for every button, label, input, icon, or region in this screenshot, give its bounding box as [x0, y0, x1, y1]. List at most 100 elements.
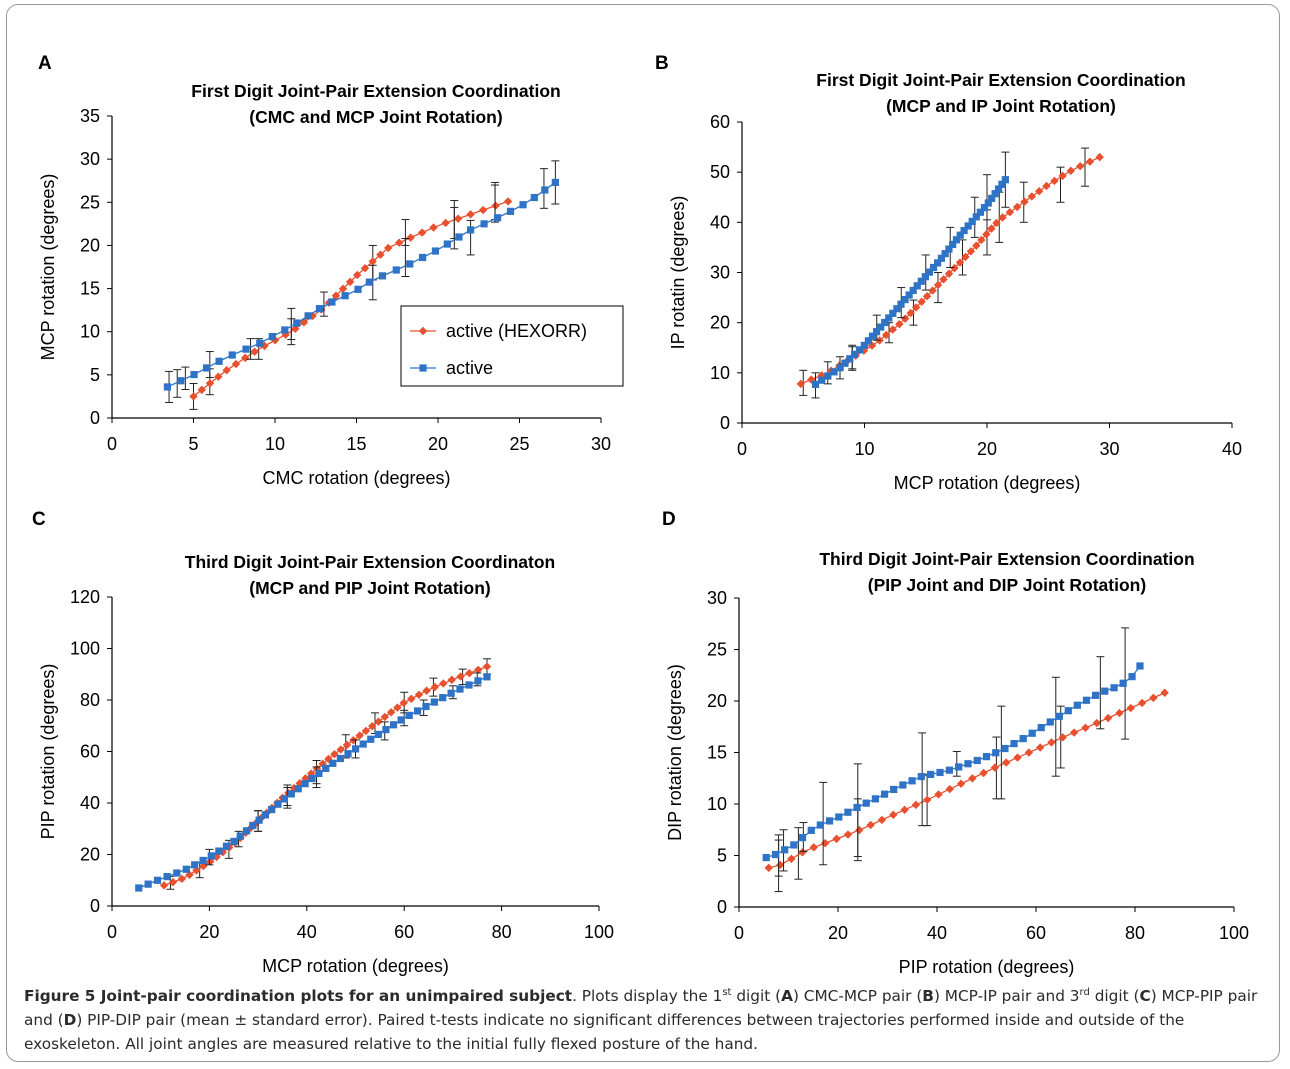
data-point	[908, 777, 916, 785]
data-point	[934, 790, 943, 799]
data-point	[818, 376, 826, 384]
x-tick-label: 25	[509, 434, 529, 454]
y-tick-label: 15	[80, 279, 100, 299]
data-point	[466, 210, 475, 219]
data-point	[871, 795, 880, 803]
data-point	[960, 226, 968, 235]
data-point	[841, 359, 849, 367]
data-point	[345, 277, 355, 287]
caption-panel-ref: B	[922, 987, 934, 1005]
data-point	[928, 286, 937, 295]
data-point	[455, 233, 463, 241]
data-point	[909, 286, 917, 295]
data-point	[1091, 691, 1100, 699]
data-point	[336, 754, 345, 763]
data-point	[771, 850, 780, 859]
legend: active (HEXORR) active	[400, 305, 624, 387]
data-point	[212, 852, 221, 862]
caption-sup: rd	[1079, 986, 1090, 998]
data-point	[466, 226, 475, 234]
data-point	[976, 208, 984, 216]
caption-text: digit (	[731, 987, 782, 1005]
panel-label: A	[38, 53, 52, 74]
data-point	[414, 690, 424, 699]
series-active-hexorr	[764, 688, 1169, 893]
data-point	[917, 772, 925, 781]
data-point	[242, 345, 250, 353]
data-point	[807, 826, 815, 834]
data-point	[308, 774, 316, 783]
y-tick-label: 80	[80, 690, 100, 710]
figure-canvas: A First Digit Joint-Pair Extension Coordi…	[32, 53, 1249, 977]
data-point	[287, 790, 295, 798]
x-tick-label: 40	[1222, 439, 1242, 459]
y-tick-label: 25	[80, 192, 100, 212]
data-point	[807, 375, 816, 384]
data-point	[984, 199, 992, 207]
data-point	[399, 698, 408, 708]
data-point	[1002, 758, 1011, 767]
y-tick-label: 35	[80, 106, 100, 126]
data-point	[1019, 735, 1027, 743]
data-point	[268, 332, 276, 341]
data-point	[197, 385, 206, 395]
data-point	[443, 240, 451, 248]
data-point	[397, 716, 405, 724]
data-point	[206, 857, 215, 866]
series-line	[800, 156, 1100, 385]
y-tick-label: 40	[710, 212, 730, 232]
data-point	[900, 805, 909, 815]
data-point	[972, 213, 980, 221]
data-point	[992, 749, 1000, 757]
y-tick-label: 0	[720, 413, 730, 433]
data-point	[222, 365, 231, 375]
data-point	[877, 815, 887, 825]
legend-label: active	[446, 358, 493, 378]
series-line	[138, 676, 488, 889]
data-point	[431, 247, 440, 255]
chart-title: (MCP and PIP Joint Rotation)	[249, 578, 490, 598]
data-point	[482, 662, 492, 671]
data-point	[821, 838, 830, 848]
data-point	[937, 254, 945, 262]
x-tick-label: 60	[1026, 923, 1046, 943]
data-point	[367, 735, 375, 743]
data-point	[315, 769, 323, 778]
chart-title: (CMC and MCP Joint Rotation)	[249, 107, 502, 127]
data-point	[378, 272, 387, 280]
data-point	[191, 861, 199, 869]
data-point	[439, 679, 448, 688]
y-tick-label: 120	[70, 587, 100, 607]
y-tick-label: 10	[710, 363, 730, 383]
data-point	[422, 686, 431, 695]
data-point	[236, 832, 244, 840]
data-point	[280, 795, 289, 803]
x-tick-label: 40	[297, 922, 317, 942]
legend-marker	[419, 364, 427, 372]
data-point	[207, 852, 215, 860]
y-tick-label: 20	[80, 845, 100, 865]
y-tick-label: 0	[717, 897, 727, 917]
series-line	[766, 665, 1141, 859]
y-tick-label: 5	[717, 846, 727, 866]
data-point	[261, 811, 270, 819]
data-point	[393, 703, 402, 712]
data-point	[365, 278, 373, 286]
data-point	[429, 223, 438, 232]
data-point	[921, 273, 929, 281]
data-point	[417, 228, 427, 237]
data-point	[361, 726, 371, 736]
data-point	[159, 881, 169, 890]
data-point	[968, 774, 977, 783]
y-axis-label: MCP rotation (degrees)	[38, 174, 58, 361]
data-point	[906, 308, 915, 318]
y-tick-label: 20	[707, 691, 727, 711]
data-point	[376, 250, 385, 259]
data-point	[880, 790, 889, 798]
data-point	[202, 364, 211, 372]
data-point	[447, 675, 456, 685]
data-point	[1066, 166, 1076, 176]
data-point	[905, 291, 913, 299]
data-point	[199, 856, 207, 865]
data-point	[911, 800, 921, 810]
